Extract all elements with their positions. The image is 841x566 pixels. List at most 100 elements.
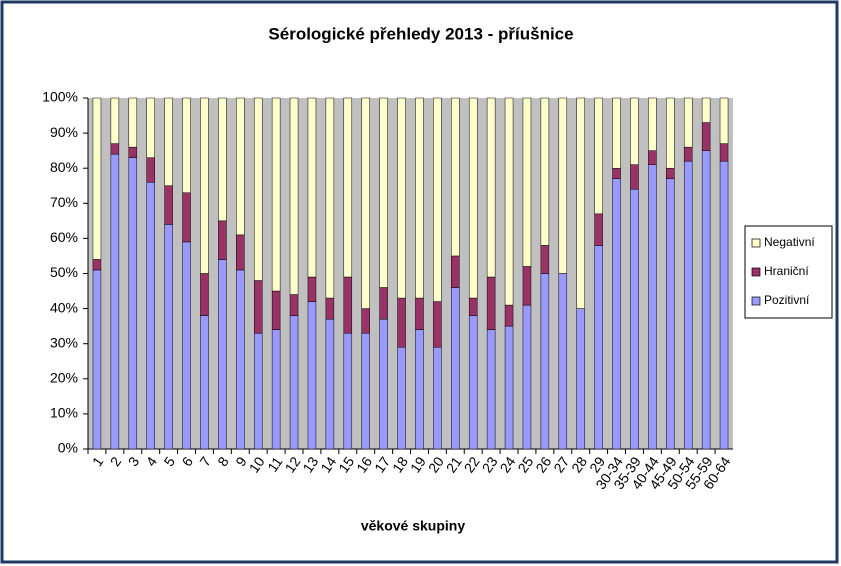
bar-segment — [379, 287, 388, 320]
bar-segment — [504, 325, 514, 450]
bar-segment — [325, 297, 335, 320]
bar-segment — [361, 308, 370, 334]
bar-segment — [468, 315, 478, 450]
bar-segment — [701, 97, 711, 123]
bar-segment — [683, 146, 693, 162]
bar-segment — [594, 97, 603, 215]
bar-segment — [451, 287, 460, 450]
bar-segment — [594, 245, 603, 450]
bar-segment — [236, 269, 245, 450]
bar-segment — [361, 332, 370, 450]
bar-segment — [200, 97, 209, 274]
bar-segment — [540, 245, 550, 274]
legend-swatch — [751, 296, 761, 306]
bar-segment — [146, 97, 155, 158]
chart-title: Sérologické přehledy 2013 - příušnice — [268, 24, 573, 43]
y-tick-label: 20% — [50, 370, 78, 386]
bar-segment — [683, 160, 693, 450]
legend-swatch — [751, 267, 761, 277]
plot-area — [88, 98, 733, 449]
bar-segment — [522, 304, 532, 450]
bar-segment — [218, 97, 227, 222]
bar-segment — [433, 97, 442, 302]
bar-segment — [343, 276, 353, 334]
bar-segment — [451, 97, 460, 257]
bar-segment — [540, 97, 550, 246]
bar-segment — [379, 318, 388, 450]
y-tick-label: 50% — [50, 264, 78, 280]
bar-segment — [128, 157, 138, 450]
bar-segment — [379, 97, 388, 288]
bar-segment — [433, 301, 442, 348]
bar-segment — [397, 346, 406, 450]
bar-segment — [504, 97, 514, 306]
bar-segment — [253, 280, 263, 334]
bar-segment — [576, 308, 585, 450]
bar-segment — [325, 318, 335, 450]
bar-segment — [182, 241, 191, 450]
bar-segment — [522, 266, 532, 306]
bar-segment — [612, 178, 621, 450]
bar-segment — [307, 276, 317, 302]
bar-segment — [92, 269, 102, 450]
bar-segment — [558, 273, 568, 450]
y-tick-label: 10% — [50, 405, 78, 421]
bar-segment — [92, 97, 102, 260]
y-tick-label: 80% — [50, 159, 78, 175]
bar-segment — [486, 329, 496, 450]
bar-segment — [630, 97, 639, 165]
bar-segment — [522, 97, 532, 267]
bar-segment — [415, 329, 424, 450]
x-axis-title: věkové skupiny — [361, 518, 465, 534]
bar-segment — [218, 220, 227, 260]
bar-segment — [576, 97, 585, 309]
bar-segment — [343, 97, 353, 278]
y-tick-label: 90% — [50, 124, 78, 140]
bar-segment — [540, 273, 550, 450]
bar-segment — [164, 97, 173, 186]
y-tick-label: 100% — [42, 89, 78, 105]
bar-segment — [200, 315, 209, 450]
bar-segment — [486, 97, 496, 278]
bar-segment — [415, 97, 424, 299]
bar-segment — [236, 234, 245, 271]
bar-segment — [504, 304, 514, 327]
bar-segment — [164, 224, 173, 450]
bar-segment — [110, 143, 120, 155]
bar-segment — [271, 97, 281, 292]
bar-segment — [236, 97, 245, 236]
bar-segment — [701, 150, 711, 450]
bar-segment — [486, 276, 496, 330]
bar-segment — [271, 290, 281, 330]
bar-segment — [146, 157, 155, 183]
bar-segment — [648, 97, 657, 151]
bar-segment — [666, 97, 675, 169]
y-tick-label: 70% — [50, 194, 78, 210]
bar-segment — [307, 97, 317, 278]
bar-segment — [594, 213, 603, 246]
bar-segment — [468, 297, 478, 316]
bar-segment — [433, 346, 442, 450]
bar-segment — [648, 150, 657, 165]
bar-segment — [361, 97, 370, 309]
bar-segment — [630, 189, 639, 450]
y-tick-label: 60% — [50, 229, 78, 245]
bar-segment — [719, 160, 729, 450]
bar-segment — [719, 97, 729, 144]
legend-label: Negativní — [764, 235, 815, 249]
bar-segment — [612, 97, 621, 169]
bar-segment — [200, 273, 209, 316]
bar-segment — [630, 164, 639, 190]
bar-segment — [253, 97, 263, 281]
bar-segment — [719, 143, 729, 162]
bar-segment — [612, 167, 621, 179]
bar-segment — [397, 97, 406, 299]
legend-label: Pozitivní — [764, 293, 810, 307]
bar-segment — [182, 97, 191, 194]
bar-segment — [648, 164, 657, 450]
bar-segment — [128, 146, 138, 158]
bar-segment — [182, 192, 191, 243]
bar-segment — [666, 178, 675, 450]
y-tick-label: 30% — [50, 334, 78, 350]
